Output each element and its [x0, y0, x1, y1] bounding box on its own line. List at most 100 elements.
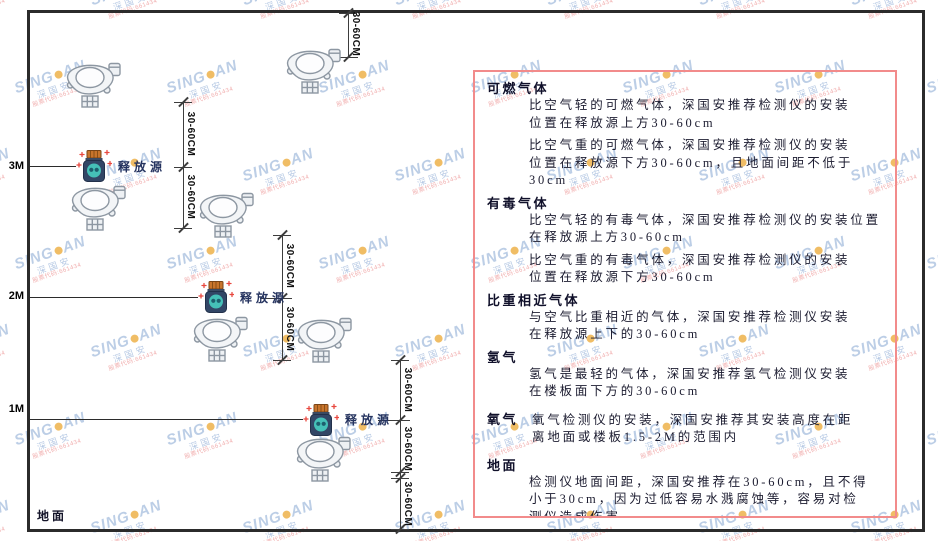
- section-paragraph: 比空气轻的可燃气体，深国安推荐检测仪的安装 位置在释放源上方30-60cm: [529, 98, 851, 130]
- room-outline: [27, 10, 925, 532]
- section-paragraph: 比空气重的可燃气体，深国安推荐检测仪的安装 位置在释放源下方30-60cm，且地…: [529, 138, 854, 187]
- release-source-drawing: [198, 280, 235, 313]
- gas-detector-icon: [294, 434, 352, 487]
- dimension-extension-line: [391, 472, 409, 473]
- floor-label: 地面: [37, 509, 68, 523]
- watermark-logo-prefix: SING: [392, 0, 436, 9]
- gas-detector-drawing: [296, 436, 351, 482]
- section-heading: 氧气: [487, 411, 519, 427]
- section-paragraph: 与空气比重相近的气体，深国安推荐检测仪安装 在释放源上下的30-60cm: [529, 309, 851, 342]
- watermark-stock-code: 股票代码:661434: [933, 258, 938, 289]
- section-paragraph: 比空气轻的有毒气体，深国安推荐检测仪的安装位置 在释放源上方30-60cm: [529, 212, 881, 245]
- section-heading: 氢气: [487, 349, 519, 365]
- dimension-extension-line: [378, 420, 410, 421]
- dimension-line: [348, 13, 349, 57]
- section-paragraph: 比空气重的有毒气体，深国安推荐检测仪的安装 位置在释放源下方30-60cm: [529, 252, 851, 285]
- release-source-drawing: [76, 149, 113, 182]
- section-heading: 可燃气体: [487, 81, 550, 96]
- gas-detector-drawing: [66, 62, 121, 108]
- dimension-label: 30-60CM: [402, 481, 413, 527]
- release-source-label: 释放源: [240, 291, 289, 305]
- level-line-3m: [28, 166, 76, 167]
- watermark-stock-code: 股票代码:661434: [0, 526, 7, 541]
- dimension-extension-line: [174, 228, 192, 229]
- watermark-company-name: 深国安: [930, 73, 938, 107]
- gas-detector-icon: [284, 46, 342, 99]
- release-source-icon: [76, 149, 113, 190]
- dimension-extension-line: [174, 167, 192, 168]
- height-label-2m: 2M: [8, 290, 24, 302]
- dimension-line: [400, 360, 401, 529]
- dimension-extension-line: [260, 298, 292, 299]
- level-line-2m: [28, 297, 198, 298]
- gas-detector-drawing: [199, 192, 254, 238]
- watermark-company-name: 深国安: [0, 0, 15, 19]
- dimension-extension-line: [339, 13, 357, 14]
- watermark-logo-prefix: SING: [88, 0, 132, 9]
- watermark-logo-prefix: SING: [924, 419, 938, 450]
- watermark-logo-prefix: SING: [924, 243, 938, 274]
- level-line-1m: [28, 419, 303, 420]
- watermark-stock-code: 股票代码:661434: [0, 350, 7, 373]
- gas-detector-icon: [197, 190, 255, 243]
- gas-detector-drawing: [193, 316, 248, 362]
- watermark-company-name: 深国安: [0, 513, 15, 541]
- watermark-logo-prefix: SING: [924, 67, 938, 98]
- gas-detector-icon: [191, 314, 249, 367]
- gas-detector-icon: [64, 60, 122, 113]
- dimension-extension-line: [391, 360, 409, 361]
- section-heading: 地面: [487, 457, 519, 473]
- release-source-icon: [303, 403, 340, 444]
- release-source-drawing: [303, 403, 340, 436]
- watermark-stock-code: 股票代码:661434: [0, 174, 7, 197]
- section-heading: 比重相近气体: [487, 292, 581, 308]
- gas-detector-drawing: [286, 48, 341, 94]
- release-source-icon: [198, 280, 235, 321]
- gas-detector-drawing: [297, 317, 352, 363]
- dimension-label: 30-60CM: [185, 174, 196, 220]
- gas-detector-drawing: [71, 185, 126, 231]
- height-label-3m: 3M: [8, 160, 24, 172]
- dimension-extension-line: [273, 235, 291, 236]
- watermark-stock-code: 股票代码:661434: [933, 434, 938, 465]
- watermark-company-name: 深国安: [930, 425, 938, 459]
- section-paragraph: 氢气是最轻的气体，深国安推荐氢气检测仪安装 在楼板面下方的30-60cm: [529, 366, 851, 399]
- panel-content: 可燃气体比空气轻的可燃气体，深国安推荐检测仪的安装 位置在释放源上方30-60c…: [485, 81, 885, 518]
- dimension-extension-line: [273, 360, 291, 361]
- watermark-stock-code: 股票代码:661434: [933, 82, 938, 113]
- section-heading: 有毒气体: [487, 195, 550, 211]
- dimension-extension-line: [391, 529, 409, 530]
- watermark-logo-prefix: SING: [696, 0, 740, 9]
- section-paragraph: 检测仪地面间距，深国安推荐在30-60cm，且不得 小于30cm，因为过低容易水…: [529, 474, 869, 518]
- dimension-label: 30-60CM: [350, 11, 361, 57]
- watermark-logo-suffix: AN: [0, 496, 13, 521]
- watermark-logo-prefix: SING: [544, 0, 588, 9]
- dimension-label: 30-60CM: [284, 306, 295, 352]
- dimension-extension-line: [391, 478, 409, 479]
- section-inline-row: 氧气 氧气检测仪的安装，深国安推荐其安装高度在距 离地面或楼板1.5-2M的范围内: [485, 406, 885, 452]
- gas-detector-icon: [295, 315, 353, 368]
- dimension-label: 30-60CM: [185, 111, 196, 157]
- watermark-logo-prefix: SING: [848, 0, 892, 9]
- watermark-logo-suffix: AN: [0, 320, 13, 345]
- dimension-extension-line: [174, 102, 192, 103]
- height-label-1m: 1M: [8, 403, 24, 415]
- watermark-logo-prefix: SING: [240, 0, 284, 9]
